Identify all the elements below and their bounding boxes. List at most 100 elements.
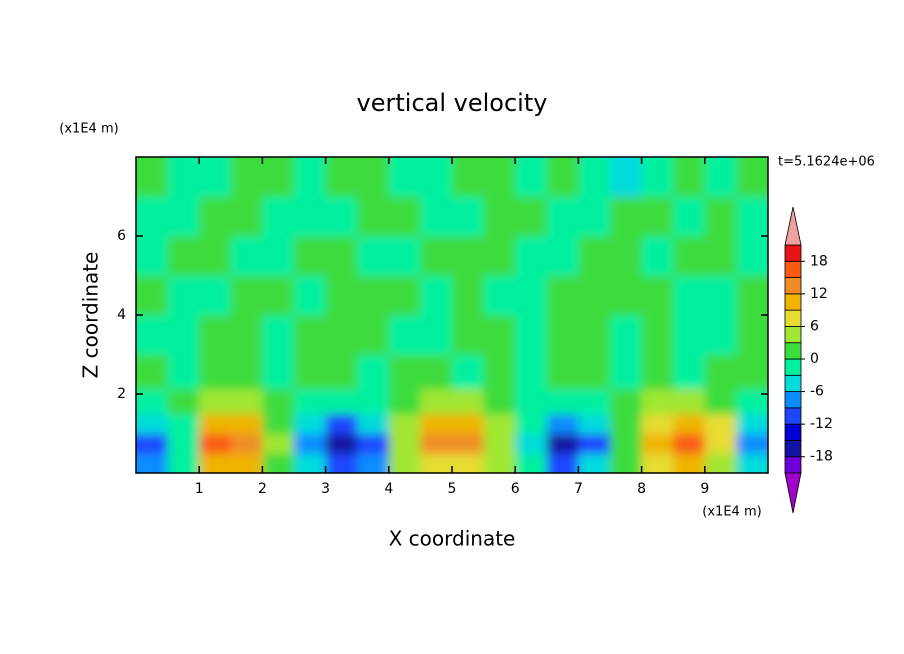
contour-cell <box>610 433 643 454</box>
contour-cell <box>578 275 611 316</box>
contour-cell <box>673 389 706 415</box>
colorbar-box <box>784 293 802 311</box>
contour-cell <box>515 275 548 316</box>
contour-cell <box>388 315 421 355</box>
contour-cell <box>704 196 737 237</box>
contour-cell <box>167 196 200 237</box>
x-tick-label: 9 <box>700 481 709 497</box>
contour-cell <box>736 354 768 390</box>
contour-cell <box>167 354 200 390</box>
contour-cell <box>294 157 327 197</box>
colorbar-box <box>784 342 802 360</box>
y-tick-label: 4 <box>117 307 126 323</box>
contour-cell <box>136 433 169 454</box>
contour-cell <box>483 236 516 276</box>
contour-cell <box>546 433 579 454</box>
contour-cell <box>641 389 674 415</box>
contour-cell <box>325 157 358 197</box>
contour-cell <box>515 453 548 473</box>
contour-cell <box>357 433 390 454</box>
contour-cell <box>673 157 706 197</box>
colorbar-box <box>784 423 802 441</box>
contour-cell <box>452 236 485 276</box>
contour-cell <box>641 315 674 355</box>
colorbar-tick-label: -18 <box>810 449 833 465</box>
x-tick-label: 6 <box>511 481 520 497</box>
contour-cell <box>388 433 421 454</box>
contour-cell <box>136 354 169 390</box>
colorbar-box <box>784 277 802 295</box>
contour-cell <box>230 236 263 276</box>
contour-cell <box>420 236 453 276</box>
contour-cell <box>325 196 358 237</box>
contour-cell <box>199 413 232 434</box>
contour-cell <box>452 196 485 237</box>
contour-cell <box>673 453 706 473</box>
contour-cell <box>357 413 390 434</box>
contour-cell <box>515 354 548 390</box>
contour-cell <box>546 453 579 473</box>
contour-cell <box>610 389 643 415</box>
colorbar-tick-label: 12 <box>810 286 828 302</box>
colorbar-top-triangle <box>784 206 802 246</box>
contour-cell <box>167 315 200 355</box>
contour-cell <box>483 157 516 197</box>
contour-cell <box>388 354 421 390</box>
x-axis-label: X coordinate <box>389 527 516 551</box>
contour-cell <box>641 275 674 316</box>
contour-cell <box>325 354 358 390</box>
contour-cell <box>452 275 485 316</box>
contour-cell <box>673 315 706 355</box>
contour-cell <box>673 196 706 237</box>
colorbar: -18 -12 -6 0 6 12 18 <box>784 206 833 514</box>
contour-cell <box>452 433 485 454</box>
contour-cell <box>167 236 200 276</box>
contour-cell <box>610 236 643 276</box>
contour-cell <box>325 275 358 316</box>
colorbar-tick-label: -12 <box>810 416 833 432</box>
time-annotation: t=5.1624e+06 <box>778 155 875 170</box>
contour-cell <box>262 236 295 276</box>
contour-cell <box>294 433 327 454</box>
colorbar-tick-label: 0 <box>810 351 819 367</box>
contour-cell <box>704 157 737 197</box>
contour-cell <box>420 157 453 197</box>
contour-cell <box>357 236 390 276</box>
contour-cell <box>420 354 453 390</box>
contour-cell <box>199 236 232 276</box>
contour-cell <box>483 315 516 355</box>
contour-cell <box>420 389 453 415</box>
contour-cell <box>230 354 263 390</box>
contour-cell <box>230 315 263 355</box>
contour-cell <box>452 354 485 390</box>
contour-cell <box>515 236 548 276</box>
x-tick-label: 8 <box>637 481 646 497</box>
contour-cell <box>610 413 643 434</box>
contour-cell <box>230 196 263 237</box>
contour-cell <box>546 236 579 276</box>
contour-field <box>136 157 768 473</box>
contour-cell <box>610 453 643 473</box>
contour-cell <box>673 236 706 276</box>
contour-cell <box>325 453 358 473</box>
contour-cell <box>641 433 674 454</box>
contour-cell <box>167 157 200 197</box>
contour-cell <box>452 389 485 415</box>
contour-cell <box>325 413 358 434</box>
contour-cell <box>230 157 263 197</box>
contour-cell <box>136 236 169 276</box>
contour-cell <box>388 236 421 276</box>
contour-cell <box>294 354 327 390</box>
contour-cell <box>230 275 263 316</box>
contour-cell <box>673 275 706 316</box>
contour-cell <box>704 315 737 355</box>
contour-cell <box>420 315 453 355</box>
contour-cell <box>199 433 232 454</box>
contour-cell <box>483 389 516 415</box>
contour-cell <box>294 275 327 316</box>
y-unit: (x1E4 m) <box>59 122 118 137</box>
contour-cell <box>136 413 169 434</box>
contour-cell <box>325 236 358 276</box>
contour-cell <box>325 433 358 454</box>
contour-cell <box>294 413 327 434</box>
